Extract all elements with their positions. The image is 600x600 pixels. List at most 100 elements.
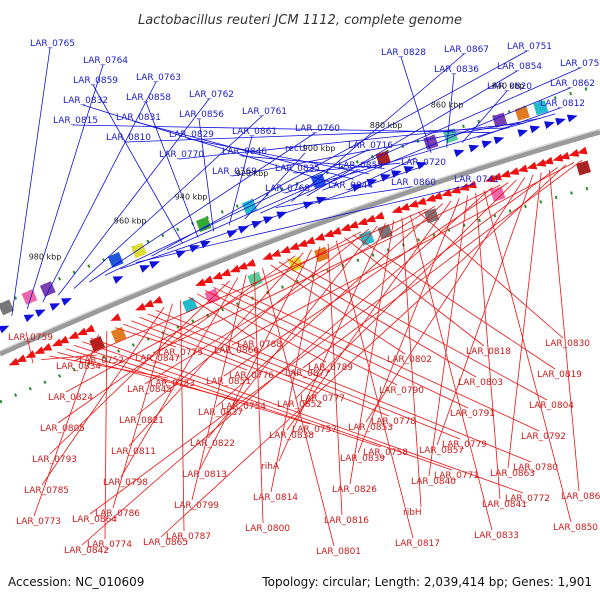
bottom-gene-label: LAR_0877 bbox=[285, 369, 330, 379]
cog-block bbox=[131, 242, 147, 259]
bottom-leader-line bbox=[73, 344, 382, 448]
bottom-leader-line bbox=[278, 223, 386, 462]
top-leader-line bbox=[306, 70, 518, 197]
cog-block bbox=[377, 224, 393, 240]
top-leader-line bbox=[291, 53, 465, 203]
bottom-leader-line bbox=[41, 306, 165, 486]
bottom-gene-label: LAR_0792 bbox=[521, 432, 566, 442]
cog-block bbox=[490, 186, 506, 202]
bottom-leader-line bbox=[294, 179, 517, 400]
reverse-gene-arrow bbox=[323, 229, 335, 238]
bottom-leader-line bbox=[262, 268, 335, 547]
bottom-gene-label: LAR_0787 bbox=[166, 532, 211, 542]
reverse-gene-arrow bbox=[542, 156, 554, 165]
top-leader-line bbox=[125, 127, 509, 143]
reverse-gene-arrow bbox=[237, 261, 248, 270]
bottom-leader-line bbox=[160, 164, 567, 538]
bottom-leader-line bbox=[152, 184, 501, 354]
reverse-gene-arrow bbox=[297, 239, 308, 247]
bottom-gene-label: LAR_0778 bbox=[371, 417, 416, 427]
bottom-leader-line bbox=[286, 200, 452, 431]
reverse-gene-arrow bbox=[288, 242, 300, 250]
reverse-gene-arrow bbox=[8, 357, 20, 366]
bottom-leader-line bbox=[327, 243, 343, 516]
gene-labels: LAR_0765 LAR_0764 LAR_0763 LAR_0762 LAR_0761… bbox=[8, 39, 600, 557]
top-gene-label: LAR_0858 bbox=[126, 93, 171, 103]
reverse-gene-arrow bbox=[110, 313, 122, 321]
reverse-gene-arrow bbox=[552, 153, 564, 162]
bottom-gene-label: LAR_0813 bbox=[182, 470, 227, 480]
reverse-gene-arrow bbox=[34, 346, 45, 355]
cog-block bbox=[195, 216, 212, 233]
bottom-leader-line bbox=[436, 174, 534, 446]
kbp-tick-label: 960 kbp bbox=[114, 217, 147, 226]
cog-block bbox=[492, 112, 508, 128]
forward-gene-arrow bbox=[453, 149, 465, 158]
forward-gene-arrow bbox=[49, 303, 61, 311]
bottom-gene-label: LAR_0753 bbox=[150, 379, 195, 389]
reverse-gene-arrow bbox=[340, 223, 352, 232]
forward-gene-arrow bbox=[566, 114, 578, 123]
reverse-gene-arrow bbox=[262, 252, 274, 260]
top-gene-label: LAR_0751 bbox=[507, 42, 552, 52]
bottom-gene-label: LAR_0790 bbox=[379, 386, 424, 396]
bottom-gene-label: LAR_0771 bbox=[434, 471, 479, 481]
kbp-tick-label: 880 kbp bbox=[370, 121, 403, 130]
top-leader-line bbox=[57, 98, 210, 296]
bottom-leader-line bbox=[549, 169, 580, 492]
top-leader-line bbox=[231, 118, 540, 177]
bottom-leader-line bbox=[155, 310, 532, 463]
bottom-gene-label: LAR_0788 bbox=[237, 340, 282, 350]
top-leader-line bbox=[198, 118, 214, 232]
reverse-gene-arrow bbox=[68, 331, 80, 339]
bottom-leader-line bbox=[123, 323, 248, 371]
bottom-leader-line bbox=[120, 277, 239, 478]
bottom-gene-label: LAR_0864 bbox=[72, 515, 117, 525]
bottom-gene-label: LAR_0752 bbox=[79, 356, 124, 366]
reverse-gene-arrow bbox=[391, 205, 403, 214]
reverse-gene-arrow bbox=[425, 194, 437, 202]
bottom-gene-label: LAR_0852 bbox=[277, 400, 322, 410]
bottom-gene-label: ribH bbox=[403, 508, 422, 518]
top-gene-label: LAR_0815 bbox=[53, 116, 98, 126]
reverse-gene-arrow bbox=[399, 202, 411, 211]
reverse-gene-arrow bbox=[576, 146, 588, 155]
reverse-gene-arrow bbox=[152, 295, 163, 304]
forward-gene-arrow bbox=[468, 144, 480, 153]
reverse-gene-arrow bbox=[229, 264, 241, 273]
bottom-leader-line bbox=[231, 162, 575, 346]
cog-block bbox=[533, 100, 549, 116]
reverse-gene-arrow bbox=[559, 151, 570, 160]
reverse-gene-arrow bbox=[500, 169, 511, 178]
top-gene-label: LAR_0855 bbox=[338, 161, 383, 171]
forward-gene-arrow bbox=[0, 325, 10, 334]
top-leader-line bbox=[275, 186, 412, 208]
bottom-leader-line bbox=[33, 334, 99, 517]
bottom-gene-label: LAR_0811 bbox=[111, 447, 156, 457]
bottom-gene-label: LAR_0819 bbox=[537, 370, 582, 380]
reverse-gene-arrow bbox=[84, 324, 95, 333]
bottom-leader-line bbox=[73, 208, 427, 362]
reverse-gene-arrow bbox=[135, 302, 146, 311]
bottom-gene-label: LAR_0824 bbox=[48, 393, 93, 403]
forward-gene-arrow bbox=[61, 298, 72, 306]
reverse-gene-arrow bbox=[365, 214, 376, 223]
bottom-gene-label: LAR_0786 bbox=[95, 509, 140, 519]
top-gene-label: LAR_0846 bbox=[222, 147, 267, 157]
top-gene-label: LAR_0756 bbox=[560, 59, 600, 69]
bottom-gene-label: LAR_0754 bbox=[221, 402, 266, 412]
genome-summary: Topology: circular; Length: 2,039,414 bp… bbox=[261, 575, 592, 589]
bottom-gene-label: LAR_0845 bbox=[127, 385, 172, 395]
top-leader-line bbox=[188, 138, 370, 175]
top-leader-line bbox=[145, 101, 199, 238]
reverse-gene-arrow bbox=[535, 158, 547, 167]
top-leader-line bbox=[178, 122, 525, 160]
forward-gene-arrow bbox=[493, 136, 505, 145]
bottom-leader-line bbox=[270, 264, 406, 355]
forward-gene-arrow bbox=[112, 276, 124, 284]
reverse-gene-arrow bbox=[58, 335, 69, 344]
top-gene-label: LAR_0716 bbox=[348, 141, 393, 151]
forward-gene-arrow bbox=[517, 129, 529, 138]
top-gene-label: LAR_0861 bbox=[232, 127, 277, 137]
top-gene-label: LAR_0860 bbox=[391, 178, 436, 188]
